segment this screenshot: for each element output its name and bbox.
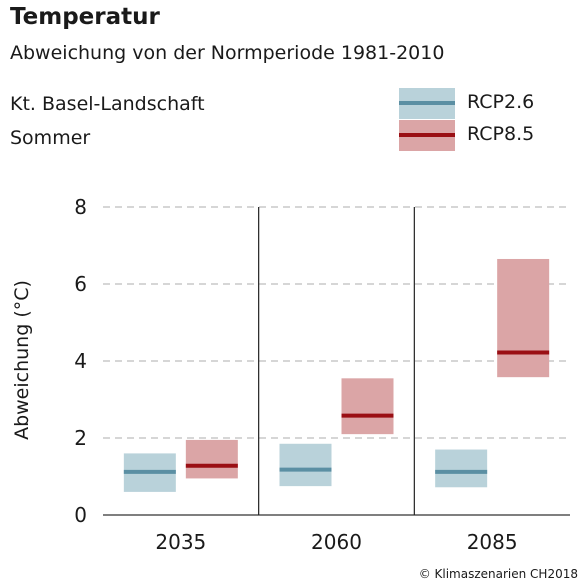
range-box-rcp26-2085 [435,449,488,488]
season-label: Sommer [10,127,91,149]
legend-item-rcp26: RCP2.6 [399,88,579,122]
y-tick-label-0: 0 [74,503,87,527]
y-tick-label-4: 4 [74,349,87,373]
x-tick-label-2085: 2085 [467,530,518,554]
range-box-rcp85-2085 [497,258,550,378]
range-box-rcp85-2035 [185,439,238,479]
y-tick-label-8: 8 [74,195,87,219]
x-tick-label-2035: 2035 [155,530,206,554]
chart-title: Temperatur [10,4,160,30]
x-tick-label-2060: 2060 [311,530,362,554]
legend-item-rcp85: RCP8.5 [399,120,579,154]
y-tick-label-2: 2 [74,426,87,450]
chart-subtitle: Abweichung von der Normperiode 1981-2010 [10,42,445,64]
range-box-rcp85-2060 [341,378,394,435]
range-box-rcp26-2060 [279,443,332,487]
legend-line-rcp26 [399,101,455,105]
legend-label-rcp26: RCP2.6 [467,91,535,113]
legend-label-rcp85: RCP8.5 [467,123,535,145]
copyright-credit: © Klimaszenarien CH2018 [418,567,578,581]
legend-line-rcp85 [399,133,455,137]
region-label: Kt. Basel-Landschaft [10,93,205,115]
y-tick-label-6: 6 [74,272,87,296]
